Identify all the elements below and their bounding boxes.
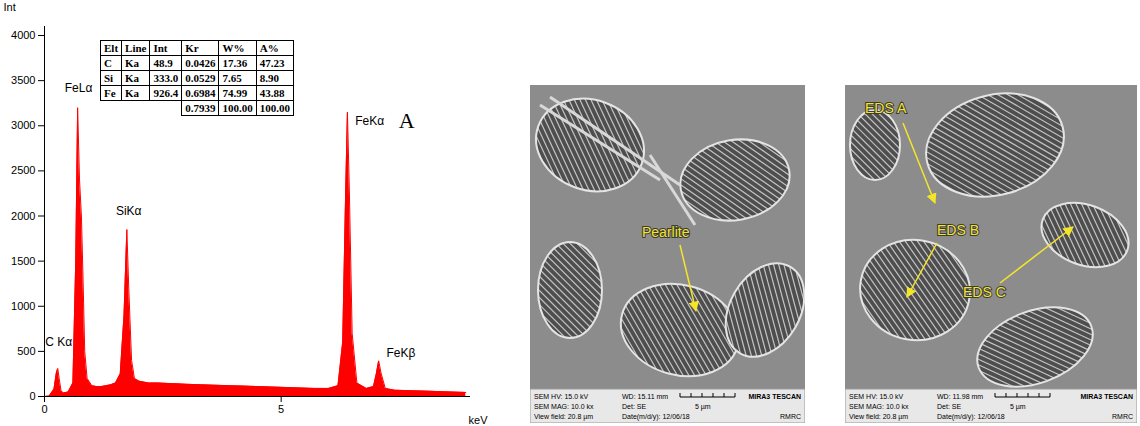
svg-text:SiKα: SiKα bbox=[116, 204, 142, 218]
svg-text:2500: 2500 bbox=[11, 164, 35, 176]
svg-text:1000: 1000 bbox=[11, 300, 35, 312]
html-text:0.0426: 0.0426 bbox=[185, 56, 216, 69]
svg-text:MIRA3 TESCAN: MIRA3 TESCAN bbox=[1080, 393, 1133, 400]
html-text:926.4: 926.4 bbox=[153, 86, 179, 99]
html-text:Kr: Kr bbox=[185, 41, 199, 54]
svg-text:3500: 3500 bbox=[11, 74, 35, 86]
html-text:17.36: 17.36 bbox=[222, 56, 248, 69]
svg-text:Date(m/d/y): 12/06/18: Date(m/d/y): 12/06/18 bbox=[937, 413, 1005, 421]
svg-text:SEM HV: 15.0 kV: SEM HV: 15.0 kV bbox=[534, 393, 589, 400]
html-text:Elt: Elt bbox=[104, 41, 119, 54]
svg-text:5 µm: 5 µm bbox=[1010, 403, 1026, 411]
html-text:0.6984: 0.6984 bbox=[185, 86, 216, 99]
svg-text:Int: Int bbox=[4, 1, 16, 13]
html-text:Fe: Fe bbox=[104, 86, 116, 99]
html-text:333.0: 333.0 bbox=[153, 71, 179, 84]
svg-text:Det: SE: Det: SE bbox=[622, 403, 646, 410]
html-text:C: C bbox=[104, 56, 112, 69]
svg-text:5 µm: 5 µm bbox=[695, 403, 711, 411]
svg-text:EDS C: EDS C bbox=[963, 284, 1006, 300]
svg-text:Date(m/d/y): 12/06/18: Date(m/d/y): 12/06/18 bbox=[622, 413, 690, 421]
svg-text:1500: 1500 bbox=[11, 255, 35, 267]
html-text:Line: Line bbox=[125, 41, 147, 54]
svg-text:WD: 11.98 mm: WD: 11.98 mm bbox=[937, 393, 983, 400]
html-text:74.99: 74.99 bbox=[222, 86, 248, 99]
html-text:Int: Int bbox=[153, 41, 168, 54]
svg-text:5: 5 bbox=[278, 403, 284, 415]
svg-text:C Kα: C Kα bbox=[45, 335, 72, 349]
html-text:43.88: 43.88 bbox=[259, 86, 285, 99]
svg-text:FeLα: FeLα bbox=[65, 81, 93, 95]
svg-text:EDS A: EDS A bbox=[865, 100, 907, 116]
html-text:8.90: 8.90 bbox=[259, 71, 279, 84]
svg-text:View field: 20.8 µm: View field: 20.8 µm bbox=[849, 413, 908, 421]
html-text:Si: Si bbox=[104, 71, 114, 84]
html-text:W%: W% bbox=[222, 41, 245, 54]
svg-text:keV: keV bbox=[469, 414, 489, 426]
html-text:0.7939: 0.7939 bbox=[185, 101, 216, 114]
html-text:Ka: Ka bbox=[125, 86, 140, 99]
svg-text:500: 500 bbox=[17, 345, 35, 357]
html-text:Ka: Ka bbox=[125, 56, 140, 69]
svg-text:0: 0 bbox=[29, 390, 35, 402]
html-text:100.00: 100.00 bbox=[222, 101, 253, 114]
svg-text:RMRC: RMRC bbox=[780, 413, 801, 420]
svg-text:SEM HV: 15.0 kV: SEM HV: 15.0 kV bbox=[849, 393, 904, 400]
svg-text:A: A bbox=[399, 108, 415, 133]
html-text:48.9: 48.9 bbox=[153, 56, 173, 69]
svg-text:4000: 4000 bbox=[11, 29, 35, 41]
html-text:0.0529: 0.0529 bbox=[185, 71, 216, 84]
html-text:47.23: 47.23 bbox=[259, 56, 285, 69]
svg-text:FeKβ: FeKβ bbox=[386, 346, 415, 360]
svg-text:Det: SE: Det: SE bbox=[937, 403, 961, 410]
html-text:A%: A% bbox=[259, 41, 279, 54]
svg-text:RMRC: RMRC bbox=[1112, 413, 1133, 420]
svg-text:EDS B: EDS B bbox=[937, 222, 979, 238]
svg-text:Pearlite: Pearlite bbox=[642, 224, 690, 240]
html-text:Ka: Ka bbox=[125, 71, 140, 84]
svg-text:WD: 15.11 mm: WD: 15.11 mm bbox=[622, 393, 668, 400]
svg-text:FeKα: FeKα bbox=[355, 114, 384, 128]
html-text:100.00: 100.00 bbox=[259, 101, 290, 114]
html-text:7.65: 7.65 bbox=[222, 71, 242, 84]
svg-text:SEM MAG: 10.0 kx: SEM MAG: 10.0 kx bbox=[534, 403, 594, 410]
svg-text:2000: 2000 bbox=[11, 210, 35, 222]
svg-text:0: 0 bbox=[41, 403, 47, 415]
svg-text:View field: 20.8 µm: View field: 20.8 µm bbox=[534, 413, 593, 421]
svg-text:3000: 3000 bbox=[11, 119, 35, 131]
svg-text:SEM MAG: 10.0 kx: SEM MAG: 10.0 kx bbox=[849, 403, 909, 410]
svg-text:MIRA3 TESCAN: MIRA3 TESCAN bbox=[748, 393, 801, 400]
